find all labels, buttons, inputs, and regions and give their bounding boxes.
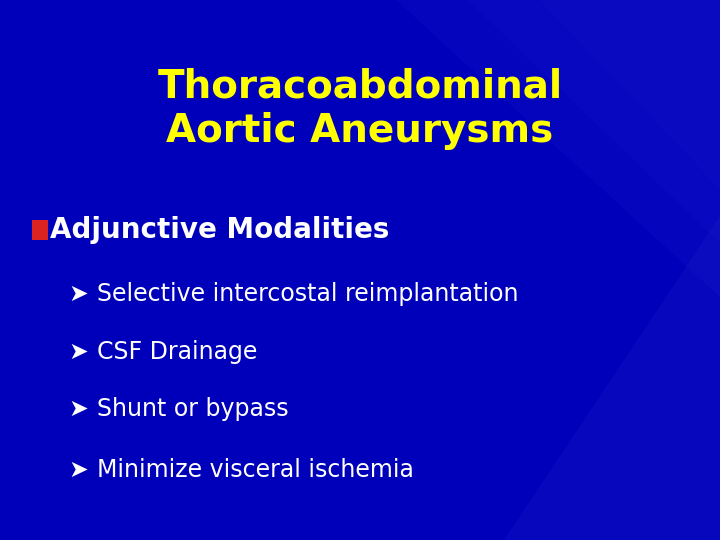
Text: ➤: ➤ <box>68 340 88 364</box>
Polygon shape <box>324 216 720 540</box>
Polygon shape <box>396 0 720 297</box>
Text: Shunt or bypass: Shunt or bypass <box>97 397 289 421</box>
Text: Thoracoabdominal
Aortic Aneurysms: Thoracoabdominal Aortic Aneurysms <box>158 68 562 150</box>
Text: ➤: ➤ <box>68 397 88 421</box>
FancyBboxPatch shape <box>32 220 48 240</box>
Text: ➤: ➤ <box>68 458 88 482</box>
Text: Minimize visceral ischemia: Minimize visceral ischemia <box>97 458 414 482</box>
Text: Adjunctive Modalities: Adjunctive Modalities <box>50 215 390 244</box>
Text: Selective intercostal reimplantation: Selective intercostal reimplantation <box>97 282 518 306</box>
Text: CSF Drainage: CSF Drainage <box>97 340 258 364</box>
Text: ➤: ➤ <box>68 282 88 306</box>
